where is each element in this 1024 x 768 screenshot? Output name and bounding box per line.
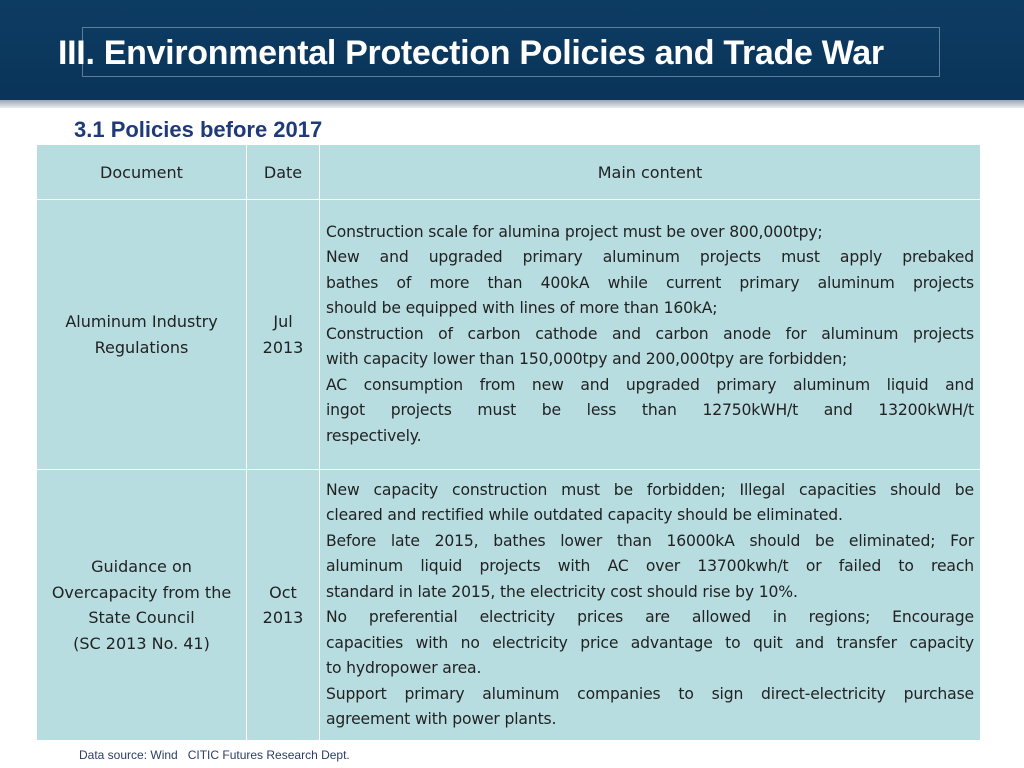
content-line: cleared and rectified while outdated cap… xyxy=(326,506,843,524)
table-row: Aluminum Industry Regulations Jul 2013 C… xyxy=(36,199,981,470)
content-line: Construction scale for alumina project m… xyxy=(326,222,823,241)
content-line: New and upgraded primary aluminum projec… xyxy=(326,248,974,267)
column-header-date: Date xyxy=(246,144,320,200)
document-line: Guidance on xyxy=(91,557,192,576)
table-row: Guidance on Overcapacity from the State … xyxy=(36,469,981,741)
content-line: No preferential electricity prices are a… xyxy=(326,608,974,626)
document-line: State Council xyxy=(88,608,195,627)
date-cell: Oct 2013 xyxy=(246,469,320,741)
section-subtitle: 3.1 Policies before 2017 xyxy=(74,117,323,142)
column-header-main-content: Main content xyxy=(319,144,981,200)
document-cell: Guidance on Overcapacity from the State … xyxy=(36,469,247,741)
content-line: ingot projects must be less than 12750kW… xyxy=(326,401,974,420)
content-line: with capacity lower than 150,000tpy and … xyxy=(326,350,848,369)
content-line: bathes of more than 400kA while current … xyxy=(326,273,974,292)
data-source-note: Data source: Wind CITIC Futures Research… xyxy=(79,748,350,762)
content-line: to hydropower area. xyxy=(326,659,482,677)
document-line: (SC 2013 No. 41) xyxy=(73,633,210,653)
content-line: Construction of carbon cathode and carbo… xyxy=(326,324,974,343)
content-line: Before late 2015, bathes lower than 1600… xyxy=(326,531,974,550)
date-line: Jul xyxy=(273,312,293,331)
main-content-cell: Construction scale for alumina project m… xyxy=(319,199,981,470)
slide-title: III. Environmental Protection Policies a… xyxy=(58,34,884,72)
document-line: Aluminum Industry xyxy=(65,312,218,331)
content-line: capacities with no electricity price adv… xyxy=(326,633,974,652)
content-line: AC consumption from new and upgraded pri… xyxy=(326,375,974,394)
column-header-document: Document xyxy=(36,144,247,200)
date-line: 2013 xyxy=(262,337,304,357)
header-shadow xyxy=(0,100,1024,108)
document-line: Regulations xyxy=(94,337,189,357)
main-content-cell: New capacity construction must be forbid… xyxy=(319,469,981,741)
content-line: Support primary aluminum companies to si… xyxy=(326,684,974,703)
date-line: 2013 xyxy=(262,608,304,627)
content-line: standard in late 2015, the electricity c… xyxy=(326,582,798,601)
content-line: New capacity construction must be forbid… xyxy=(326,480,974,499)
slide-header-bar xyxy=(0,0,1024,100)
title-frame xyxy=(82,27,940,77)
date-cell: Jul 2013 xyxy=(246,199,320,470)
table-header-row: Document Date Main content xyxy=(36,144,981,200)
policy-table: Document Date Main content Aluminum Indu… xyxy=(36,144,981,741)
date-line: Oct xyxy=(269,582,297,602)
document-cell: Aluminum Industry Regulations xyxy=(36,199,247,470)
content-line: should be equipped with lines of more th… xyxy=(326,299,718,318)
content-line: respectively. xyxy=(326,426,422,445)
content-line: agreement with power plants. xyxy=(326,710,557,728)
document-line: Overcapacity from the xyxy=(51,582,232,602)
content-line: aluminum liquid projects with AC over 13… xyxy=(326,557,974,575)
